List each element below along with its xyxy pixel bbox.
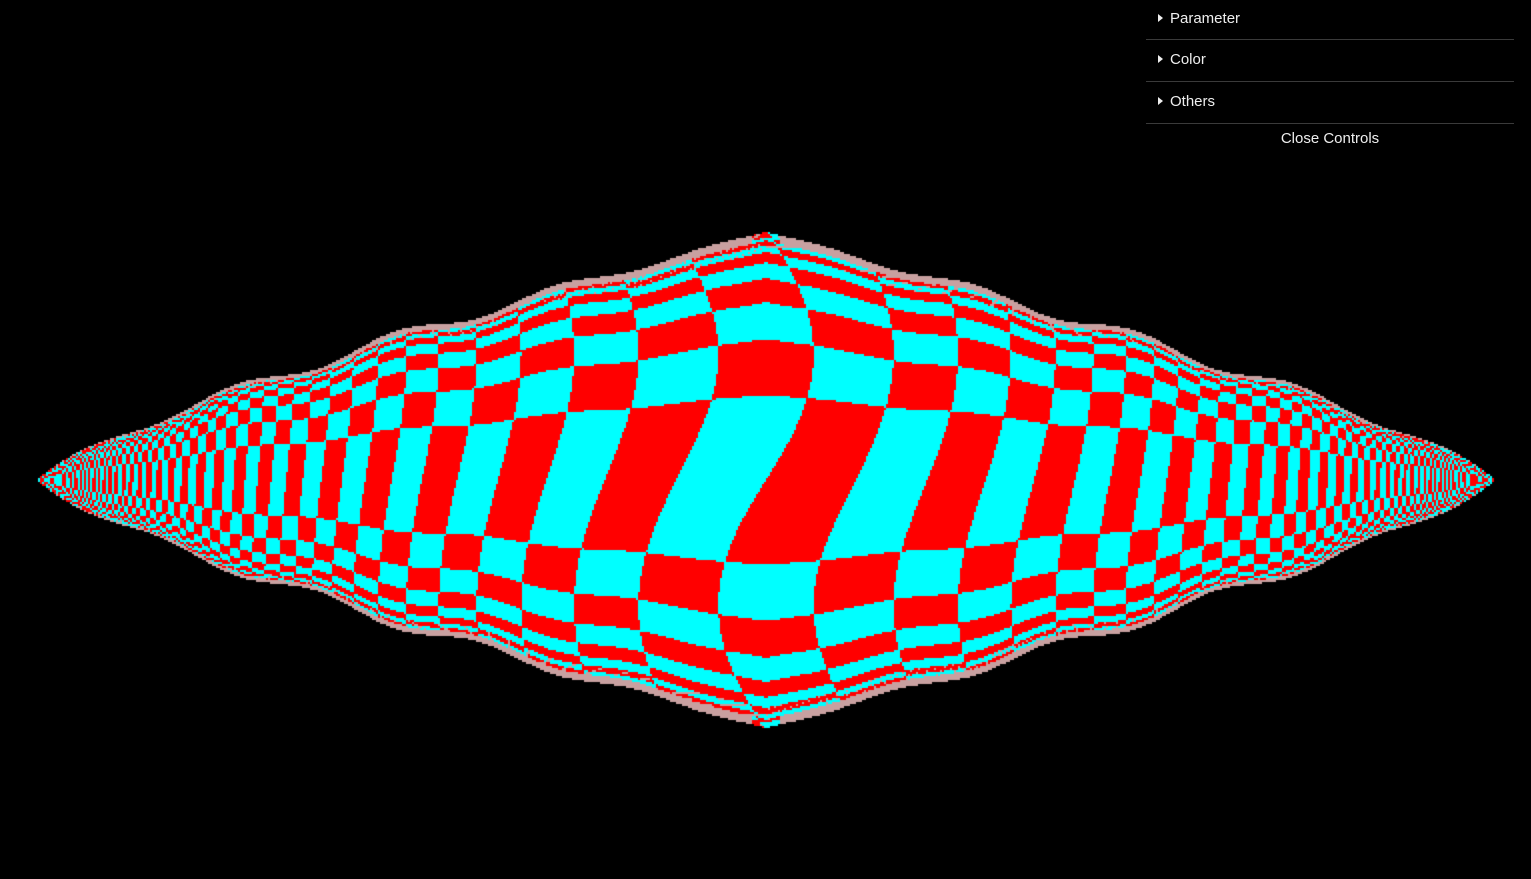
- caret-right-icon: [1158, 55, 1163, 63]
- folder-label: Others: [1170, 93, 1216, 110]
- folder-label: Color: [1170, 51, 1206, 68]
- folder-label: Parameter: [1170, 10, 1241, 27]
- caret-right-icon: [1158, 97, 1163, 105]
- folder-parameter[interactable]: Parameter: [1146, 0, 1514, 40]
- folder-color[interactable]: Color: [1146, 40, 1514, 82]
- caret-right-icon: [1158, 14, 1163, 22]
- folder-others[interactable]: Others: [1146, 82, 1514, 124]
- controls-panel: Parameter Color Others Close Controls: [1146, 0, 1514, 154]
- close-controls-button[interactable]: Close Controls: [1280, 130, 1380, 147]
